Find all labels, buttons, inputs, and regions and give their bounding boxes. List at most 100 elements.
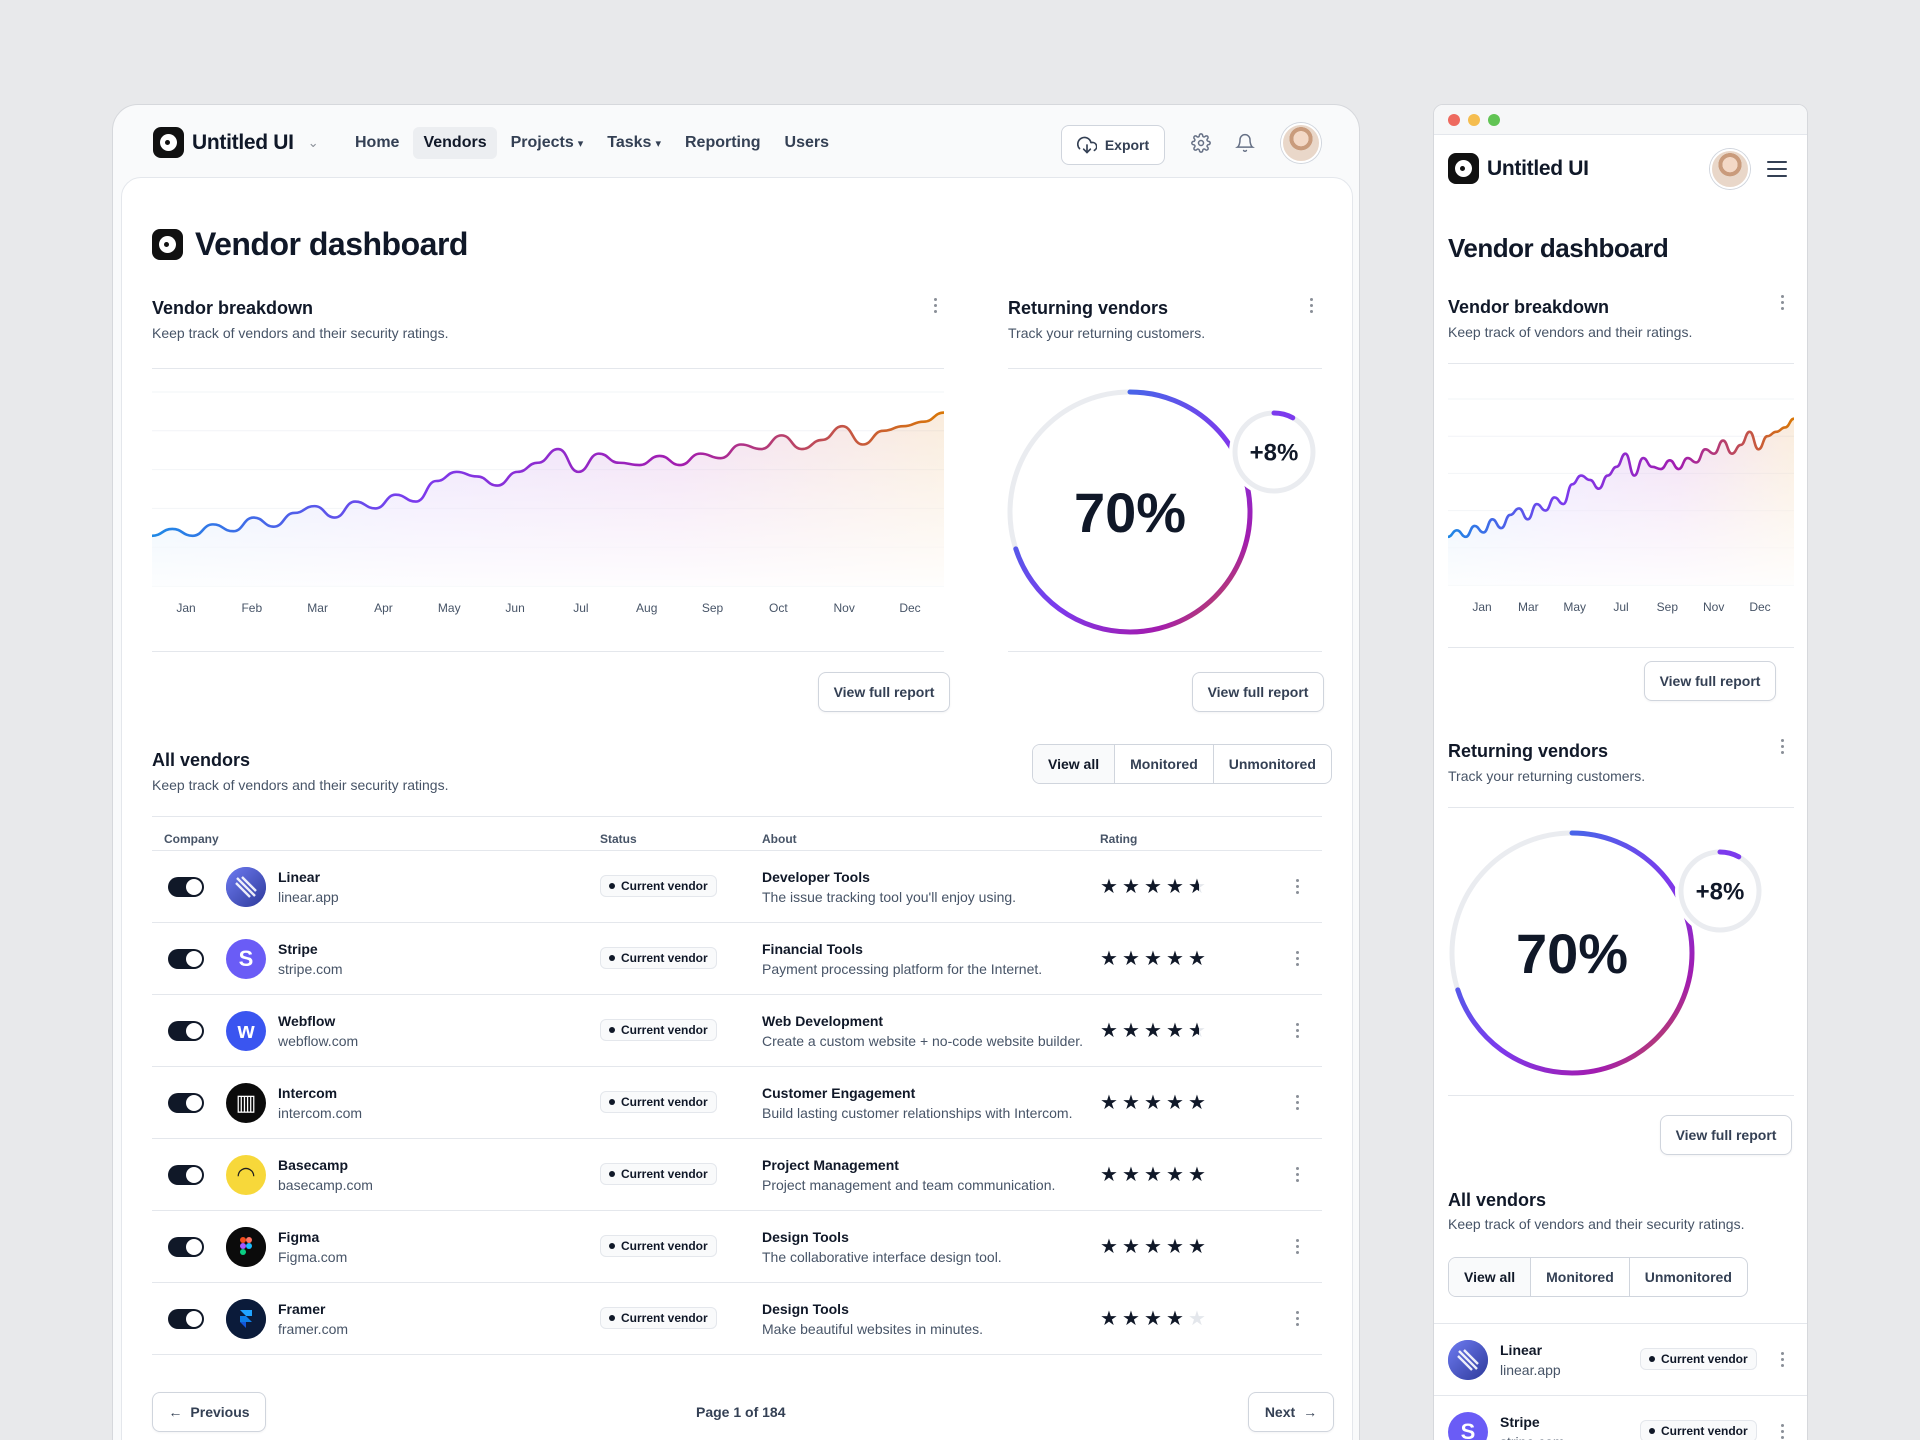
filter-unmonitored[interactable]: Unmonitored <box>1228 756 1316 772</box>
chevron-down-icon[interactable]: ⌄ <box>307 134 319 150</box>
mobile-breakdown-more-icon[interactable] <box>1779 295 1785 310</box>
previous-button[interactable]: ← Previous <box>152 1392 266 1432</box>
company-name: Linear <box>1500 1342 1543 1358</box>
row-more-icon[interactable] <box>1779 1352 1785 1367</box>
mobile-app-logo[interactable]: Untitled UI <box>1448 153 1589 184</box>
row-more-icon[interactable] <box>1294 1167 1300 1182</box>
user-avatar[interactable] <box>1281 123 1321 163</box>
mobile-returning-more-icon[interactable] <box>1779 739 1785 754</box>
app-logo[interactable]: Untitled UI ⌄ <box>153 127 319 158</box>
row-more-icon[interactable] <box>1294 1239 1300 1254</box>
monitor-toggle[interactable] <box>168 1309 204 1329</box>
close-dot-icon[interactable] <box>1448 114 1460 126</box>
status-label: Current vendor <box>621 1311 708 1325</box>
vendor-filter-tabs: View all Monitored Unmonitored <box>1032 744 1332 784</box>
table-row: Linear linear.app Current vendor Developer … <box>152 850 1322 922</box>
export-button[interactable]: Export <box>1061 125 1165 165</box>
x-tick-label: Feb <box>241 601 262 615</box>
status-badge: Current vendor <box>600 1307 717 1329</box>
company-name: Intercom <box>278 1085 338 1101</box>
nav-item-label: Vendors <box>423 134 487 151</box>
company-domain: linear.app <box>1500 1362 1561 1378</box>
row-more-icon[interactable] <box>1294 879 1300 894</box>
monitor-toggle[interactable] <box>168 1237 204 1257</box>
x-tick-label: Oct <box>769 601 788 615</box>
monitor-toggle[interactable] <box>168 1165 204 1185</box>
filter-monitored[interactable]: Monitored <box>1115 745 1214 783</box>
company-domain: Figma.com <box>278 1249 348 1265</box>
row-more-icon[interactable] <box>1294 1023 1300 1038</box>
nav-item-vendors[interactable]: Vendors <box>413 127 497 159</box>
mobile-filter-view-all[interactable]: View all <box>1449 1258 1532 1296</box>
chart-area-fade <box>1448 418 1794 585</box>
mobile-filter-monitored[interactable]: Monitored <box>1531 1258 1630 1296</box>
nav-item-projects[interactable]: Projects ▾ <box>501 127 594 159</box>
company-domain: stripe.com <box>278 961 343 977</box>
column-status[interactable]: Status <box>600 832 637 846</box>
star-icon: ★ <box>1188 877 1210 897</box>
star-icon: ★ <box>1144 1164 1164 1186</box>
about-description: Project management and team communicatio… <box>762 1177 1056 1193</box>
row-more-icon[interactable] <box>1294 1311 1300 1326</box>
mobile-window: Untitled UI Vendor dashboard Vendor brea… <box>1433 104 1808 1440</box>
divider <box>152 816 1322 817</box>
breakdown-more-icon[interactable] <box>932 298 938 313</box>
row-more-icon[interactable] <box>1779 1424 1785 1439</box>
about-description: The collaborative interface design tool. <box>762 1249 1002 1265</box>
status-label: Current vendor <box>1661 1424 1748 1438</box>
star-icon: ★ <box>1144 1236 1164 1258</box>
column-about[interactable]: About <box>762 832 797 846</box>
row-more-icon[interactable] <box>1294 1095 1300 1110</box>
mobile-breakdown-title: Vendor breakdown <box>1448 297 1610 317</box>
star-icon: ★ <box>1144 1020 1164 1042</box>
breakdown-title: Vendor breakdown <box>152 298 314 318</box>
mobile-filter-unmonitored[interactable]: Unmonitored <box>1644 1269 1732 1285</box>
star-icon: ★ <box>1144 1308 1164 1330</box>
page-title: Vendor dashboard <box>195 226 468 262</box>
mobile-returning-view-report-button[interactable]: View full report <box>1660 1115 1792 1155</box>
change-value: +8% <box>1696 879 1745 906</box>
menu-icon[interactable] <box>1767 161 1789 177</box>
star-icon: ★ <box>1166 948 1186 970</box>
mobile-user-avatar[interactable] <box>1710 149 1750 189</box>
nav-item-home[interactable]: Home <box>345 127 409 159</box>
row-more-icon[interactable] <box>1294 951 1300 966</box>
about-category: Project Management <box>762 1157 899 1173</box>
monitor-toggle[interactable] <box>168 877 204 897</box>
column-company[interactable]: Company <box>164 832 219 846</box>
x-tick-label: Jan <box>176 601 195 615</box>
maximize-dot-icon[interactable] <box>1488 114 1500 126</box>
monitor-toggle[interactable] <box>168 949 204 969</box>
returning-title: Returning vendors <box>1008 298 1169 318</box>
list-item[interactable]: Linear linear.app Current vendor <box>1434 1323 1807 1395</box>
returning-view-report-button[interactable]: View full report <box>1192 672 1324 712</box>
nav-item-reporting[interactable]: Reporting <box>675 127 771 159</box>
table-row: w Webflow webflow.com Current vendor Web Dev… <box>152 994 1322 1066</box>
nav-item-tasks[interactable]: Tasks ▾ <box>597 127 671 159</box>
bell-icon[interactable] <box>1233 131 1257 155</box>
filter-view-all[interactable]: View all <box>1033 745 1116 783</box>
nav-item-label: Reporting <box>684 134 761 151</box>
nav-item-users[interactable]: Users <box>775 127 839 159</box>
column-rating[interactable]: Rating <box>1100 832 1138 846</box>
status-label: Current vendor <box>1661 1352 1748 1366</box>
settings-icon[interactable] <box>1189 131 1213 155</box>
page-header: Vendor dashboard <box>152 226 468 263</box>
monitor-toggle[interactable] <box>168 1021 204 1041</box>
minimize-dot-icon[interactable] <box>1468 114 1480 126</box>
company-name: Framer <box>278 1301 326 1317</box>
breakdown-view-report-button[interactable]: View full report <box>818 672 950 712</box>
star-icon: ★ <box>1100 1308 1120 1330</box>
x-tick-label: May <box>438 601 461 615</box>
logo-glyph: ▥ <box>235 1090 257 1115</box>
next-button[interactable]: Next → <box>1248 1392 1334 1432</box>
star-icon: ★ <box>1144 948 1164 970</box>
mobile-breakdown-view-report-button[interactable]: View full report <box>1644 661 1776 701</box>
change-ring-bg <box>1675 846 1765 936</box>
star-icon: ★ <box>1188 1092 1208 1114</box>
monitor-toggle[interactable] <box>168 1093 204 1113</box>
returning-more-icon[interactable] <box>1308 298 1314 313</box>
list-item[interactable]: S Stripe stripe.com Current vendor <box>1434 1395 1807 1440</box>
stripe-logo-icon: S <box>226 939 266 979</box>
ring-value: 70% <box>1074 481 1186 544</box>
